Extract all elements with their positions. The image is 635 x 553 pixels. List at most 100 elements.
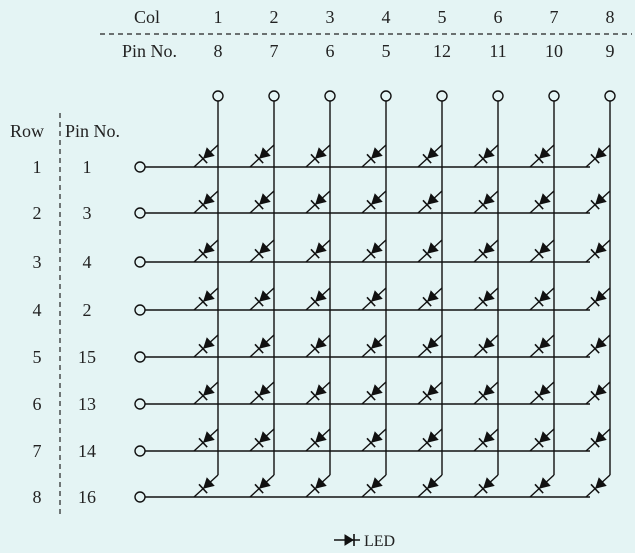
col-number-label: 4 xyxy=(382,7,391,27)
led xyxy=(585,334,611,358)
led xyxy=(529,474,555,498)
led xyxy=(193,144,219,168)
led xyxy=(529,381,555,405)
led xyxy=(193,428,219,452)
led xyxy=(361,190,387,214)
led xyxy=(361,239,387,263)
led xyxy=(249,287,275,311)
led xyxy=(473,334,499,358)
led xyxy=(417,474,443,498)
led xyxy=(529,334,555,358)
led xyxy=(305,334,331,358)
row-number-label: 8 xyxy=(33,487,42,507)
col-pin-label: 8 xyxy=(214,41,223,61)
led xyxy=(529,190,555,214)
col-pin-label: 12 xyxy=(433,41,451,61)
row-terminal xyxy=(134,351,146,363)
led xyxy=(193,190,219,214)
row-pin-label: 15 xyxy=(78,347,96,367)
column-labels: 1 2 3 4 5 6 7 8 xyxy=(214,7,615,27)
led xyxy=(585,381,611,405)
col-header-label: Col xyxy=(134,7,160,27)
led xyxy=(361,474,387,498)
row-terminal xyxy=(134,445,146,457)
led xyxy=(585,239,611,263)
led xyxy=(305,474,331,498)
led xyxy=(417,144,443,168)
column-terminal xyxy=(212,90,224,102)
row-number-label: 1 xyxy=(33,157,42,177)
led-grid xyxy=(134,90,616,503)
row-pin-label: 4 xyxy=(83,252,92,272)
led xyxy=(529,144,555,168)
column-terminal xyxy=(324,90,336,102)
led xyxy=(193,474,219,498)
row-number-label: 7 xyxy=(33,441,42,461)
col-number-label: 3 xyxy=(326,7,335,27)
led xyxy=(305,190,331,214)
led xyxy=(473,428,499,452)
led xyxy=(361,428,387,452)
row-pin-label: 14 xyxy=(78,441,96,461)
led xyxy=(305,144,331,168)
led xyxy=(473,287,499,311)
led xyxy=(473,144,499,168)
led xyxy=(249,428,275,452)
led xyxy=(585,144,611,168)
col-number-label: 2 xyxy=(270,7,279,27)
column-terminal xyxy=(604,90,616,102)
led xyxy=(585,287,611,311)
led xyxy=(249,190,275,214)
row-number-label: 3 xyxy=(33,252,42,272)
row-number-label: 4 xyxy=(33,300,42,320)
row-pin-label: 1 xyxy=(83,157,92,177)
column-terminal xyxy=(268,90,280,102)
row-terminal xyxy=(134,398,146,410)
row-terminal xyxy=(134,304,146,316)
led xyxy=(249,144,275,168)
led xyxy=(305,428,331,452)
led xyxy=(305,381,331,405)
column-pin-labels: 8 7 6 5 12 11 10 9 xyxy=(214,41,615,61)
col-number-label: 8 xyxy=(606,7,615,27)
col-pin-label: 10 xyxy=(545,41,563,61)
led xyxy=(305,239,331,263)
col-number-label: 5 xyxy=(438,7,447,27)
row-pin-label: 16 xyxy=(78,487,96,507)
led xyxy=(585,428,611,452)
led xyxy=(417,239,443,263)
led xyxy=(193,239,219,263)
led xyxy=(473,190,499,214)
column-terminal xyxy=(436,90,448,102)
led xyxy=(529,287,555,311)
led xyxy=(473,239,499,263)
led xyxy=(585,190,611,214)
row-terminal xyxy=(134,207,146,219)
led xyxy=(417,334,443,358)
row-terminal xyxy=(134,256,146,268)
row-number-label: 6 xyxy=(33,394,42,414)
led xyxy=(417,190,443,214)
row-number-label: 2 xyxy=(33,203,42,223)
legend-label: LED xyxy=(364,533,395,550)
col-number-label: 7 xyxy=(550,7,559,27)
led xyxy=(193,287,219,311)
led xyxy=(249,474,275,498)
row-pin-header-label: Pin No. xyxy=(65,121,120,141)
col-number-label: 1 xyxy=(214,7,223,27)
led xyxy=(417,381,443,405)
led xyxy=(529,428,555,452)
row-number-label: 5 xyxy=(33,347,42,367)
legend: LED xyxy=(334,533,395,550)
led xyxy=(417,287,443,311)
led xyxy=(529,239,555,263)
row-labels: 1 2 3 4 5 6 7 8 xyxy=(33,157,42,507)
led xyxy=(305,287,331,311)
led xyxy=(417,428,443,452)
row-header-label: Row xyxy=(10,121,44,141)
led xyxy=(361,287,387,311)
led xyxy=(585,474,611,498)
row-terminal xyxy=(134,491,146,503)
